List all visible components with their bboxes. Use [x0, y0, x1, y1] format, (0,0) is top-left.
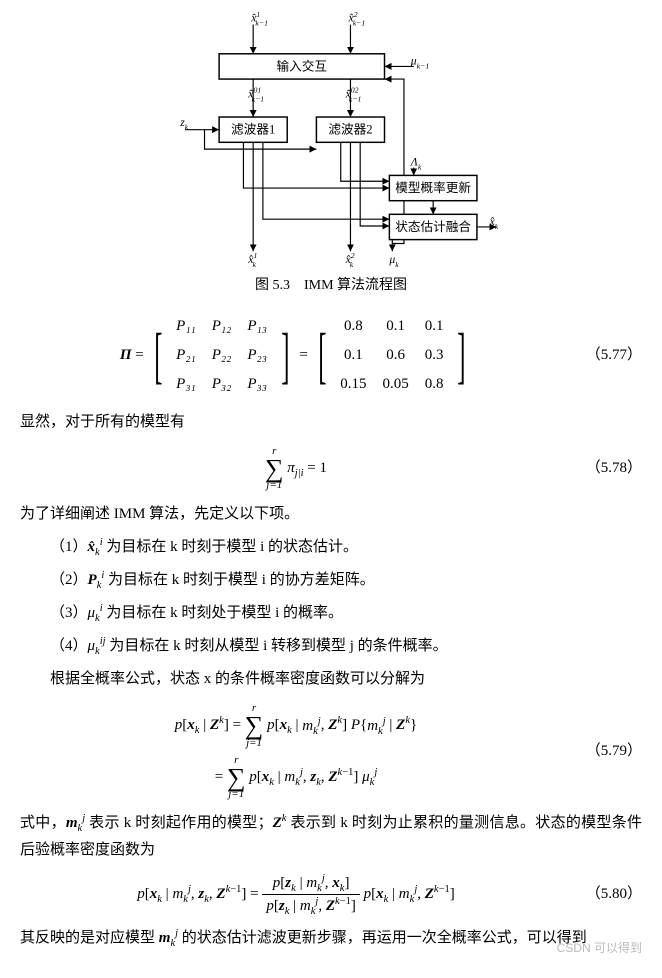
svg-text:状态估计融合: 状态估计融合 [395, 220, 471, 234]
def-3: （3）μki 为目标在 k 时刻处于模型 i 的概率。 [20, 600, 642, 627]
def-4: （4）μkij 为目标在 k 时刻从模型 i 转移到模型 j 的条件概率。 [20, 633, 642, 660]
figure-caption: 图 5.3 IMM 算法流程图 [20, 273, 642, 298]
svg-text:zk: zk [179, 116, 189, 132]
text-total-prob: 根据全概率公式，状态 x 的条件概率密度函数可以分解为 [20, 666, 642, 693]
eq-number: （5.79） [572, 738, 642, 765]
svg-text:输入交互: 输入交互 [277, 58, 328, 73]
equation-5-79: p[xk | Zk] = r∑j=1 p[xk | mkj, Zk] P{mkj… [20, 703, 642, 800]
def-2: （2）Pki 为目标在 k 时刻于模型 i 的协方差矩阵。 [20, 567, 642, 594]
imm-flowchart: 输入交互滤波器1滤波器2模型概率更新状态估计融合 x̂1k−1x̂2k−1μk−… [151, 10, 511, 268]
equation-5-78: r∑j=1 πj|i = 1 （5.78） [20, 446, 642, 491]
svg-text:x̂2k: x̂2k [345, 251, 355, 268]
svg-text:模型概率更新: 模型概率更新 [395, 180, 471, 195]
def-1: （1）x̂ki 为目标在 k 时刻于模型 i 的状态估计。 [20, 534, 642, 561]
svg-text:x̂02k−1: x̂02k−1 [345, 86, 362, 104]
svg-text:x̂k: x̂k [489, 215, 499, 231]
svg-text:x̂01k−1: x̂01k−1 [247, 86, 264, 104]
text-intro: 为了详细阐述 IMM 算法，先定义以下项。 [20, 501, 642, 528]
text-obvious: 显然，对于所有的模型有 [20, 409, 642, 436]
svg-text:Λk: Λk [410, 156, 422, 172]
eq-number: （5.77） [572, 342, 642, 369]
svg-text:滤波器2: 滤波器2 [328, 123, 372, 137]
eq-number: （5.78） [572, 455, 642, 482]
svg-text:μk−1: μk−1 [410, 54, 430, 70]
svg-text:x̂1k: x̂1k [247, 251, 257, 268]
text-last: 其反映的是对应模型 mkj 的状态估计滤波更新步骤，再运用一次全概率公式，可以得… [20, 925, 642, 952]
eq-number: （5.80） [572, 881, 642, 908]
text-where: 式中，mkj 表示 k 时刻起作用的模型；Zk 表示到 k 时刻为止累积的量测信… [20, 810, 642, 864]
svg-text:滤波器1: 滤波器1 [231, 123, 275, 137]
equation-5-77: Π = [P₁₁P₁₂P₁₃P₂₁P₂₂P₂₃P₃₁P₃₂P₃₃] = [0.8… [20, 312, 642, 399]
watermark: CSDN 可以得到 [557, 938, 642, 960]
svg-text:μk: μk [388, 253, 399, 268]
equation-5-80: p[xk | mkj, zk, Zk−1] = p[zk | mkj, xk] … [20, 874, 642, 915]
